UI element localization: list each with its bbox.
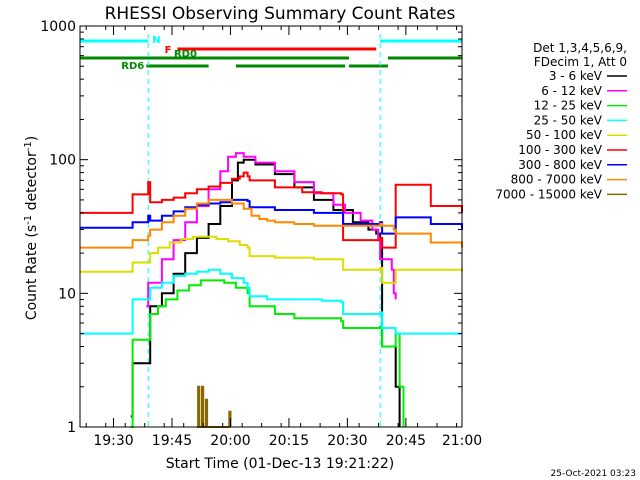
flag-label-2: F: [165, 45, 172, 56]
axes: 1 10 100 1000 19:30 19:45 20:00 20:15 20:30 20:45…: [40, 19, 482, 449]
x-tick-label: 20:45: [386, 433, 426, 449]
legend-entry-label: 7000 - 15000 keV: [495, 187, 602, 201]
x-tick-label: 19:30: [93, 433, 133, 449]
y-tick-label: 1: [67, 420, 76, 436]
flag-label-5: RD6: [121, 61, 144, 72]
legend-entry-label: 12 - 25 keV: [534, 99, 603, 113]
x-axis-label: Start Time (01-Dec-13 19:21:22): [166, 456, 394, 472]
plot-frame: [79, 25, 463, 428]
x-tick-label: 20:30: [327, 433, 367, 449]
x-tick-label: 20:00: [210, 433, 250, 449]
y-axis-label-sup1: -1: [23, 215, 34, 225]
flag-label-3: RD0: [174, 49, 197, 60]
legend-entry-label: 25 - 50 keV: [534, 113, 603, 127]
y-axis-label-sup2: -1: [23, 141, 34, 151]
series-line-4: [80, 235, 463, 284]
legend-entry-label: 800 - 7000 keV: [511, 173, 603, 187]
legend-entry-label: 50 - 100 keV: [526, 128, 603, 142]
footer-timestamp: 25-Oct-2021 03:23: [551, 469, 636, 479]
legend: Det 1,3,4,5,6,9,FDecim 1, Att 03 - 6 keV…: [495, 41, 627, 201]
x-tick-label: 19:45: [152, 433, 192, 449]
x-tick-label: 20:15: [269, 433, 309, 449]
x-tick-label: 21:00: [442, 433, 482, 449]
legend-entry-label: 300 - 800 keV: [518, 158, 602, 172]
series-line-7: [80, 198, 463, 249]
series-lines: [80, 152, 463, 428]
series-line-6: [80, 198, 463, 235]
flag-bars: NF RD0 RD6: [80, 35, 462, 72]
y-axis-label: Count Rate (s-1 detector-1): [23, 136, 40, 320]
legend-header: Det 1,3,4,5,6,9,: [533, 41, 627, 55]
series-line-5: [80, 171, 463, 249]
flag-label-0: N: [152, 35, 160, 46]
legend-header: FDecim 1, Att 0: [534, 55, 627, 69]
y-tick-label: 1000: [40, 19, 76, 35]
legend-entry-label: 6 - 12 keV: [541, 84, 603, 98]
legend-entry-label: 100 - 300 keV: [518, 143, 602, 157]
series-line-0: [130, 158, 401, 427]
series-line-3: [80, 268, 462, 335]
y-tick-label: 100: [49, 153, 76, 169]
y-tick-label: 10: [58, 286, 76, 302]
chart-title: RHESSI Observing Summary Count Rates: [105, 4, 456, 24]
legend-entry-label: 3 - 6 keV: [549, 69, 603, 83]
